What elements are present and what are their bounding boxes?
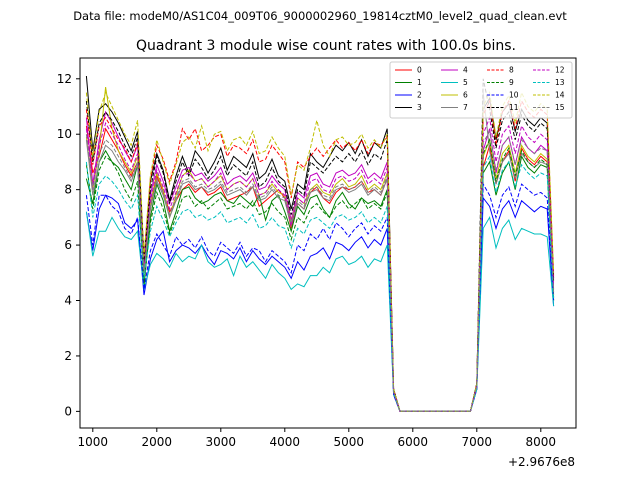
series-line-10 [85, 182, 555, 412]
x-tick-label: 6000 [398, 435, 429, 449]
legend-label-1: 1 [417, 78, 422, 87]
legend-label-7: 7 [463, 103, 468, 112]
series-line-3 [85, 75, 555, 412]
legend-label-2: 2 [417, 91, 422, 100]
legend-label-10: 10 [509, 91, 519, 100]
chart-title: Quadrant 3 module wise count rates with … [136, 38, 516, 54]
x-tick-label: 3000 [206, 435, 237, 449]
data-file-label: Data file: modeM0/AS1C04_009T06_90000029… [73, 9, 567, 23]
y-tick-label: 12 [57, 72, 72, 86]
x-tick-label: 8000 [526, 435, 557, 449]
plot-frame [79, 57, 577, 429]
series-line-15 [85, 129, 555, 412]
y-tick-label: 8 [64, 183, 72, 197]
legend-label-14: 14 [555, 91, 565, 100]
y-tick-label: 2 [64, 349, 72, 363]
y-tick-label: 0 [64, 404, 72, 418]
x-tick-label: 1000 [78, 435, 109, 449]
series-line-14 [85, 90, 555, 412]
y-tick-label: 10 [57, 127, 72, 141]
legend-label-13: 13 [555, 78, 565, 87]
legend-label-11: 11 [509, 103, 519, 112]
legend-label-3: 3 [417, 103, 422, 112]
series-line-5 [85, 211, 555, 412]
x-offset-label: +2.9676e8 [508, 455, 575, 469]
x-tick-label: 7000 [462, 435, 493, 449]
y-tick-label: 4 [64, 294, 72, 308]
series-line-11 [85, 78, 555, 412]
legend-label-0: 0 [417, 66, 422, 75]
series-line-12 [85, 115, 555, 412]
legend-label-8: 8 [509, 66, 514, 75]
legend-label-6: 6 [463, 91, 468, 100]
legend-label-15: 15 [555, 103, 565, 112]
series-line-13 [85, 154, 555, 412]
legend-label-12: 12 [555, 66, 565, 75]
x-tick-label: 4000 [270, 435, 301, 449]
series-line-1 [85, 149, 555, 412]
x-tick-label: 5000 [334, 435, 365, 449]
series-line-8 [85, 99, 555, 412]
legend-box [389, 61, 573, 119]
x-tick-label: 2000 [142, 435, 173, 449]
legend-label-4: 4 [463, 66, 468, 75]
legend-label-5: 5 [463, 78, 468, 87]
y-tick-label: 6 [64, 238, 72, 252]
legend-label-9: 9 [509, 78, 514, 87]
